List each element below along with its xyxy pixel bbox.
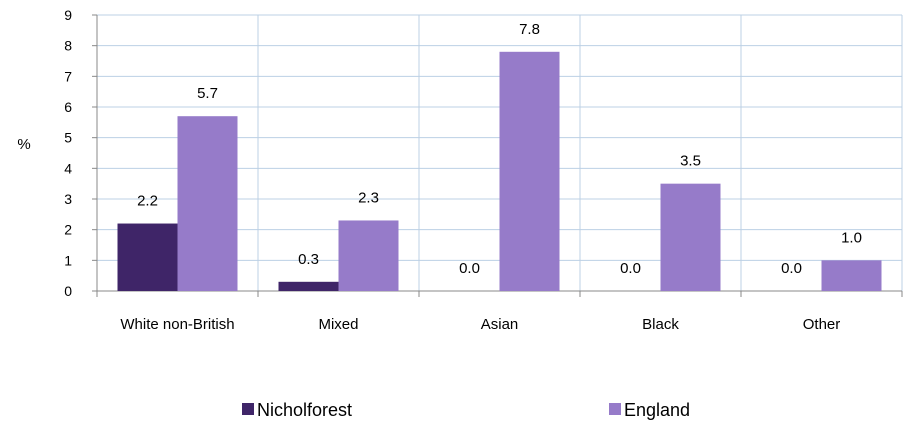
category-label: Mixed [318,316,358,333]
category-labels: White non-British Mixed Asian Black Other [120,316,840,333]
data-label: 0.0 [459,260,480,277]
y-tick-label: 6 [64,99,72,115]
y-axis-label: % [17,136,30,153]
legend-swatch [242,403,254,415]
data-label: 5.7 [197,85,218,102]
y-tick-label: 7 [64,68,72,84]
data-label: 1.0 [841,229,862,246]
data-label: 0.3 [298,251,319,268]
y-tick-label: 2 [64,222,72,238]
y-tick-label: 5 [64,130,72,146]
bar [660,183,721,291]
category-label: Black [642,316,679,333]
y-tick-label: 4 [64,160,72,176]
bar [117,223,178,291]
legend-label: England [624,400,690,420]
legend-label: Nicholforest [257,400,352,420]
category-label: Asian [481,316,519,333]
category-label: White non-British [120,316,234,333]
data-labels: 2.2 5.7 0.3 2.3 0.0 7.8 0.0 3.5 0.0 1.0 [137,21,862,277]
data-label: 0.0 [781,260,802,277]
data-label: 2.2 [137,193,158,210]
y-tick-label: 0 [64,283,72,299]
y-tick-label: 3 [64,191,72,207]
bar [338,220,399,291]
y-tick-label: 9 [64,7,72,23]
y-tick-label: 1 [64,252,72,268]
bar [821,260,882,291]
legend-swatch [609,403,621,415]
data-label: 2.3 [358,189,379,206]
bars [117,51,882,291]
legend: Nicholforest England [242,400,690,420]
y-tick-labels: 0 1 2 3 4 5 6 7 8 9 [64,7,72,299]
y-tick-label: 8 [64,38,72,54]
bar [499,51,560,291]
data-label: 0.0 [620,260,641,277]
category-label: Other [803,316,841,333]
data-label: 7.8 [519,21,540,38]
data-label: 3.5 [680,153,701,170]
bar [177,116,238,291]
bar [278,281,339,291]
